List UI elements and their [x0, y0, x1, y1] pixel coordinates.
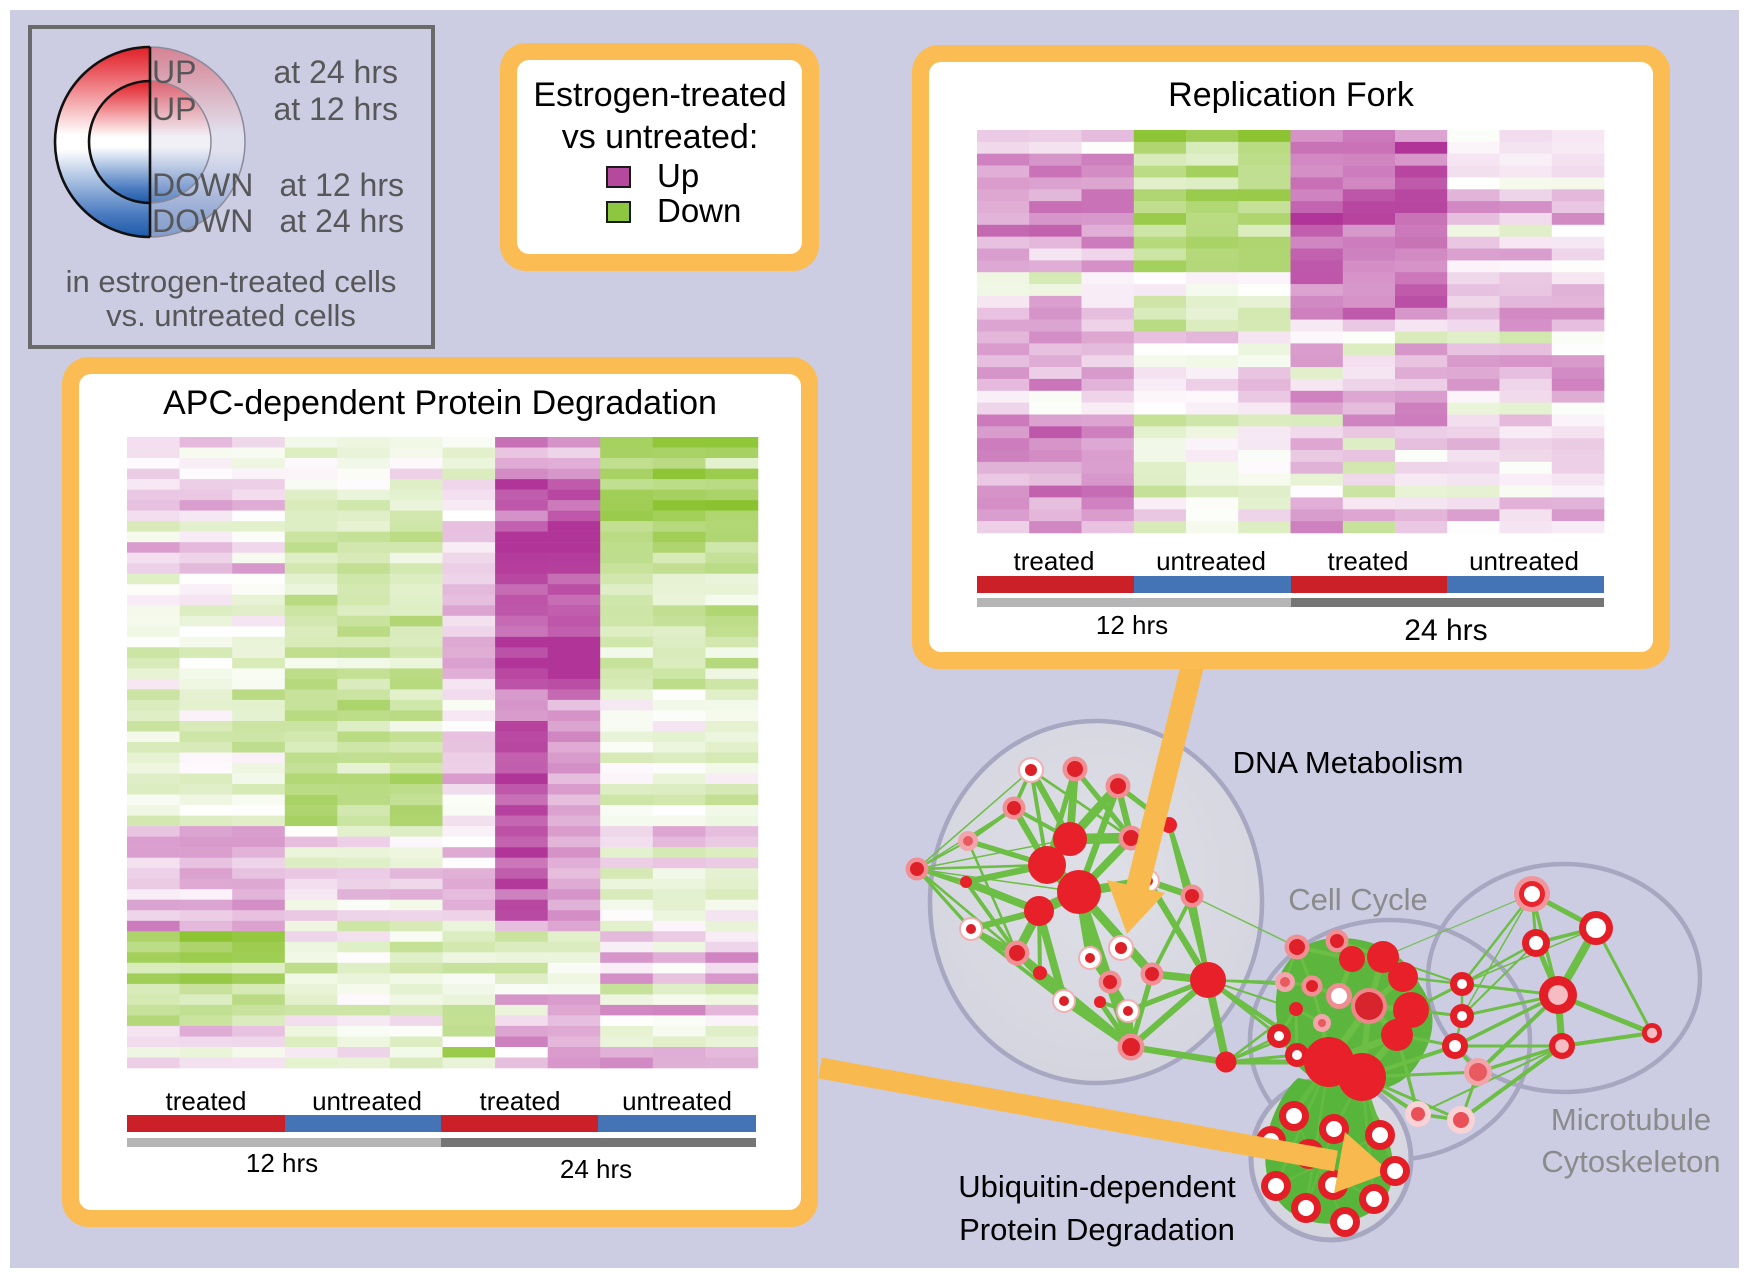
- svg-text:DOWN: DOWN: [152, 167, 253, 203]
- svg-text:12 hrs: 12 hrs: [1096, 610, 1168, 640]
- svg-text:Up: Up: [657, 157, 699, 194]
- svg-text:treated: treated: [166, 1086, 247, 1116]
- svg-text:at 12 hrs: at 12 hrs: [279, 167, 404, 203]
- svg-text:treated: treated: [1014, 546, 1095, 576]
- svg-text:untreated: untreated: [312, 1086, 422, 1116]
- svg-text:24 hrs: 24 hrs: [560, 1154, 632, 1184]
- svg-text:at 12 hrs: at 12 hrs: [273, 91, 398, 127]
- svg-text:DNA Metabolism: DNA Metabolism: [1233, 745, 1464, 780]
- svg-text:Estrogen-treated: Estrogen-treated: [533, 76, 786, 114]
- svg-text:12 hrs: 12 hrs: [246, 1148, 318, 1178]
- svg-text:UP: UP: [152, 54, 196, 90]
- svg-text:APC-dependent Protein Degradat: APC-dependent Protein Degradation: [163, 384, 717, 422]
- svg-text:treated: treated: [480, 1086, 561, 1116]
- svg-text:at 24 hrs: at 24 hrs: [279, 203, 404, 239]
- svg-text:Cell Cycle: Cell Cycle: [1288, 882, 1428, 917]
- svg-text:in estrogen-treated cells: in estrogen-treated cells: [66, 264, 397, 299]
- svg-text:Down: Down: [657, 192, 741, 229]
- svg-text:Microtubule: Microtubule: [1551, 1102, 1711, 1137]
- svg-text:untreated: untreated: [622, 1086, 732, 1116]
- svg-text:Replication Fork: Replication Fork: [1168, 76, 1415, 114]
- svg-text:at 24 hrs: at 24 hrs: [273, 54, 398, 90]
- svg-text:Cytoskeleton: Cytoskeleton: [1541, 1144, 1720, 1179]
- svg-text:Protein Degradation: Protein Degradation: [959, 1212, 1235, 1247]
- svg-text:DOWN: DOWN: [152, 203, 253, 239]
- svg-text:untreated: untreated: [1469, 546, 1579, 576]
- svg-text:Ubiquitin-dependent: Ubiquitin-dependent: [958, 1169, 1236, 1204]
- svg-text:untreated: untreated: [1156, 546, 1266, 576]
- svg-text:vs untreated:: vs untreated:: [562, 118, 759, 156]
- svg-text:treated: treated: [1328, 546, 1409, 576]
- svg-text:vs. untreated cells: vs. untreated cells: [106, 298, 356, 333]
- svg-text:24 hrs: 24 hrs: [1404, 614, 1487, 647]
- svg-text:UP: UP: [152, 91, 196, 127]
